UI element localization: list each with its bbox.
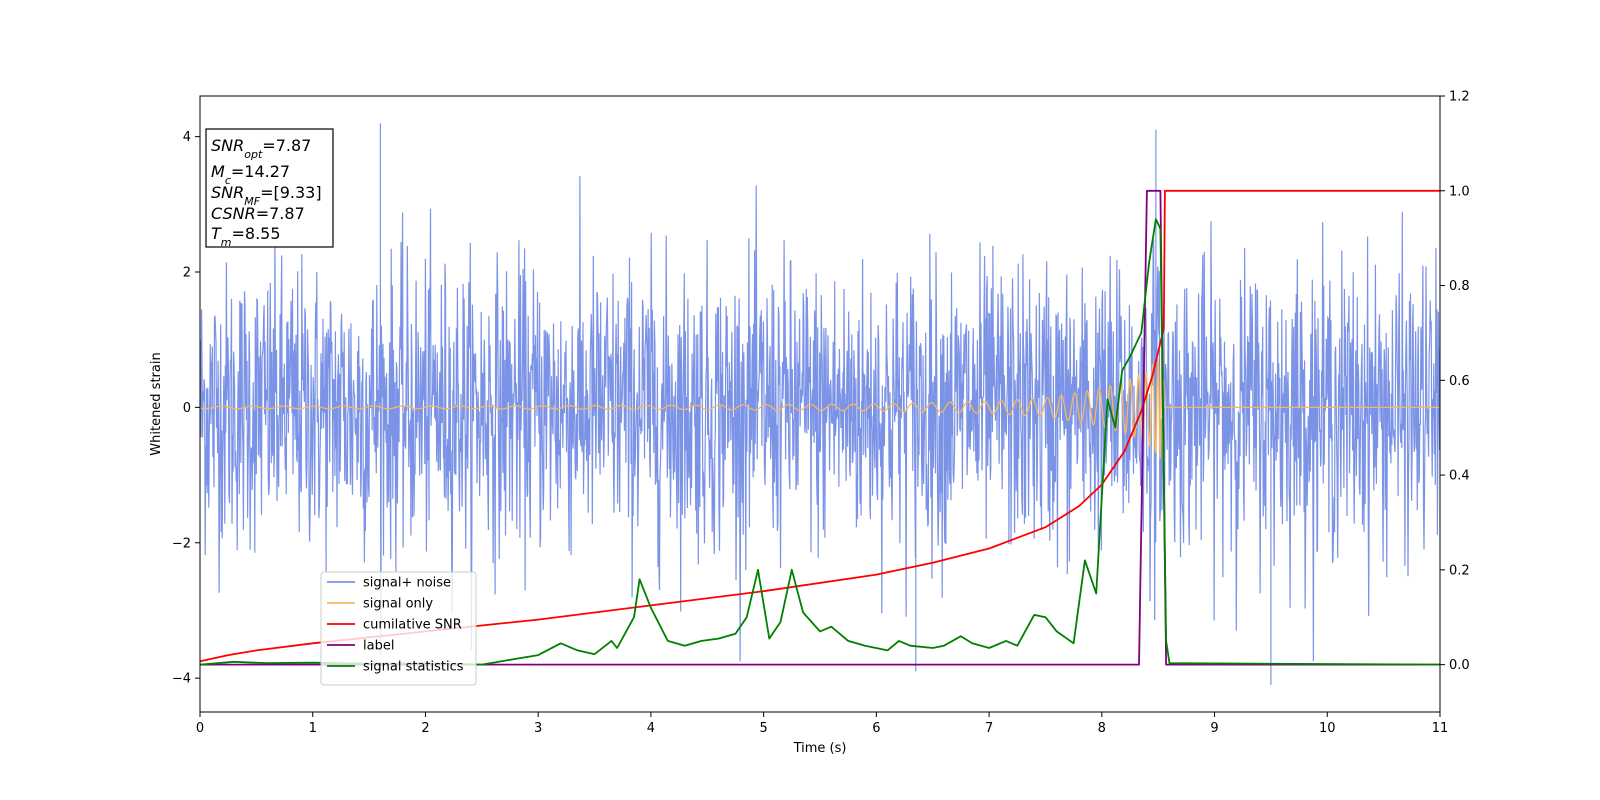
y2-tick-label: 1.0 <box>1449 184 1470 199</box>
annotation-box: SNRopt=7.87 Mc=14.27 SNRMF=[9.33] CSNR=7… <box>205 128 334 249</box>
x-axis-label: Time (s) <box>793 741 847 756</box>
annotation-snr-opt: SNRopt=7.87 <box>211 136 311 161</box>
annotation-mc: Mc=14.27 <box>211 162 290 187</box>
y-tick-label: 4 <box>183 130 191 145</box>
x-tick-label: 0 <box>196 721 204 736</box>
y2-tick-label: 0.4 <box>1449 469 1470 484</box>
signal-noise-line <box>200 123 1440 685</box>
plot-frame <box>199 95 1441 713</box>
x-tick-label: 11 <box>1432 721 1449 736</box>
annotation-snr-mf: SNRMF=[9.33] <box>211 183 322 208</box>
annotation-frame <box>205 128 334 248</box>
x-tick-label: 10 <box>1319 721 1336 736</box>
x-tick-label: 5 <box>759 721 767 736</box>
legend-label: signal only <box>363 597 433 612</box>
x-tick-label: 7 <box>985 721 993 736</box>
legend-label: label <box>363 639 394 654</box>
signal-only-line <box>200 353 1440 463</box>
x-tick-label: 9 <box>1210 721 1218 736</box>
legend: signal+ noise signal only cumilative SNR la… <box>320 571 477 686</box>
y2-tick-label: 0.2 <box>1449 563 1470 578</box>
annotation-csnr: CSNR=7.87 <box>211 204 305 223</box>
y-tick-label: −2 <box>172 536 191 551</box>
y-tick-label: 2 <box>183 266 191 281</box>
x-tick-label: 6 <box>872 721 880 736</box>
noise-series-group <box>200 123 1440 685</box>
x-tick-label: 3 <box>534 721 542 736</box>
signal-statistics-line <box>200 218 1440 666</box>
y-tick-label: −4 <box>172 672 191 687</box>
annotation-tm: Tm=8.55 <box>211 224 281 249</box>
axes-group: 0 1 2 3 4 5 6 7 8 9 10 11 −4 −2 0 2 4 0.0 0.2 0.4 0.6 0.8 1.0 1… <box>172 90 1470 737</box>
legend-label: signal+ noise <box>363 576 451 591</box>
x-tick-label: 1 <box>309 721 317 736</box>
legend-frame <box>320 571 477 686</box>
y2-tick-label: 0.8 <box>1449 279 1470 294</box>
label-line <box>200 189 1440 666</box>
y2-tick-label: 0.6 <box>1449 374 1470 389</box>
x-tick-label: 8 <box>1098 721 1106 736</box>
legend-label: signal statistics <box>363 660 464 675</box>
y2-tick-label: 1.2 <box>1449 90 1470 105</box>
y-axis-label: Whitened strain <box>149 352 164 455</box>
y-tick-label: 0 <box>183 401 191 416</box>
y2-tick-label: 0.0 <box>1449 658 1470 673</box>
x-tick-label: 4 <box>647 721 655 736</box>
legend-label: cumilative SNR <box>363 618 462 633</box>
x-tick-label: 2 <box>421 721 429 736</box>
